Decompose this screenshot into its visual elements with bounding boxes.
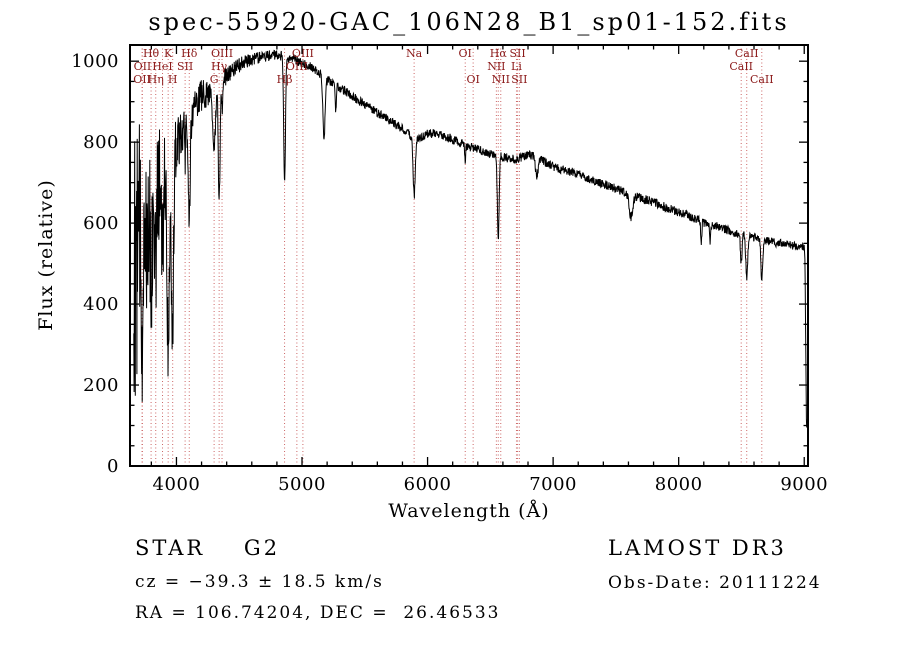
spectrum-line	[133, 49, 808, 428]
x-tick-label: 7000	[529, 474, 577, 495]
spectral-line-label: SII	[177, 60, 193, 73]
spectral-line-label: OII	[133, 73, 151, 86]
spectral-line-label: Hθ	[143, 47, 160, 60]
y-tick-label: 200	[83, 375, 119, 396]
spectral-line-label: CaII	[735, 47, 759, 60]
y-tick-label: 1000	[71, 51, 119, 72]
spectral-line-label: Li	[511, 60, 522, 73]
spectral-line-label: NII	[487, 60, 505, 73]
spectral-line-label: OIII	[286, 60, 308, 73]
spectral-line-label: OI	[466, 73, 479, 86]
x-tick-label: 6000	[404, 474, 452, 495]
spectral-line-label: SII	[509, 47, 525, 60]
spectral-line-label: CaII	[750, 73, 774, 86]
spectral-line-label: G	[210, 73, 219, 86]
x-tick-label: 8000	[655, 474, 703, 495]
plot-title: spec-55920-GAC_106N28_B1_sp01-152.fits	[148, 8, 790, 36]
x-tick-label: 5000	[278, 474, 326, 495]
y-tick-label: 800	[83, 132, 119, 153]
y-tick-label: 400	[83, 294, 119, 315]
x-tick-label: 4000	[153, 474, 201, 495]
plot-frame	[129, 44, 809, 467]
cz-annotation: cz = −39.3 ± 18.5 km/s	[135, 572, 384, 592]
spectral-line-label: OIII	[211, 47, 233, 60]
spectral-line-label: Na	[406, 47, 423, 60]
spectral-line-label: CaII	[729, 60, 753, 73]
spectral-line-label: Hη	[148, 73, 164, 86]
spectral-line-label: NII	[492, 73, 510, 86]
x-axis-label: Wavelength (Å)	[388, 500, 550, 522]
spectral-line-label: OII	[134, 60, 152, 73]
x-tick-label: 9000	[780, 474, 828, 495]
y-tick-label: 600	[83, 213, 119, 234]
spectral-line-label: Hγ	[211, 60, 228, 73]
y-tick-label: 0	[107, 456, 119, 477]
spectral-line-label: Hδ	[181, 47, 198, 60]
spectral-line-label: OIII	[292, 47, 314, 60]
spectral-line-label: Hα	[490, 47, 508, 60]
y-axis-label: Flux (relative)	[35, 179, 57, 331]
spectral-line-label: Hβ	[277, 73, 293, 86]
obsdate-annotation: Obs-Date: 20111224	[608, 573, 822, 593]
spectral-line-label: HeI	[152, 60, 172, 73]
spectral-line-label: OI	[459, 47, 472, 60]
class-annotation: STAR G2	[135, 536, 281, 560]
survey-annotation: LAMOST DR3	[608, 536, 787, 560]
spectral-line-label: K	[164, 47, 173, 60]
spectral-line-label: SII	[511, 73, 527, 86]
spectral-line-label: H	[168, 73, 178, 86]
coords-annotation: RA = 106.74204, DEC = 26.46533	[135, 603, 501, 623]
